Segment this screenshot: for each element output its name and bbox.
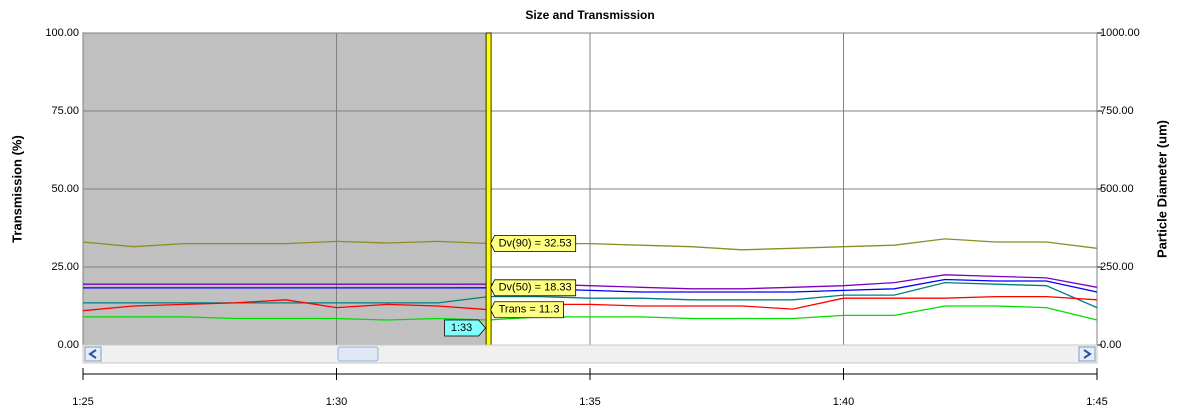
annotation: Dv(50) = 18.33 xyxy=(490,279,577,297)
series-line xyxy=(83,281,1098,309)
annotation: Trans = 11.3 xyxy=(490,301,564,319)
x-tick-label: 1:35 xyxy=(579,396,600,408)
y2-tick-label: 1000.00 xyxy=(1100,27,1140,39)
y2-tick-label: 750.00 xyxy=(1100,105,1134,117)
y2-tick-label: 0.00 xyxy=(1100,339,1121,351)
annotation-label: Dv(90) = 32.53 xyxy=(499,237,572,249)
series-line xyxy=(83,305,1098,321)
x-tick-label: 1:30 xyxy=(326,396,347,408)
scrollbar-track xyxy=(82,344,1098,364)
annotation: Dv(90) = 32.53 xyxy=(490,235,577,252)
scroll-left-button[interactable] xyxy=(84,346,102,362)
series-line xyxy=(82,295,1098,312)
annotation-label: Trans = 11.3 xyxy=(499,304,560,316)
annotation-box xyxy=(490,235,577,252)
y-tick-label: 50.00 xyxy=(51,183,79,195)
scroll-right-button[interactable] xyxy=(1078,346,1096,362)
x-tick-label: 1:40 xyxy=(833,396,854,408)
y-axis-title: Transmission (%) xyxy=(9,135,24,243)
cursor-tag-box xyxy=(444,319,487,337)
y2-axis-title: Particle Diameter (um) xyxy=(1154,120,1169,258)
cursor-tag: 1:33 xyxy=(444,319,487,337)
y-tick-label: 100.00 xyxy=(45,27,79,39)
cursor-line xyxy=(485,32,492,346)
annotation-box xyxy=(490,301,564,319)
series-line xyxy=(82,238,1098,251)
series-line xyxy=(83,278,1098,293)
y-tick-label: 25.00 xyxy=(51,261,79,273)
y2-tick-label: 500.00 xyxy=(1100,183,1134,195)
arrow xyxy=(1083,349,1092,359)
arrow xyxy=(88,349,97,359)
scroll-thumb[interactable] xyxy=(337,346,379,362)
y-tick-label: 75.00 xyxy=(51,105,79,117)
cursor-tag-label: 1:33 xyxy=(451,322,472,334)
annotation-label: Dv(50) = 18.33 xyxy=(499,282,572,294)
chart-title: Size and Transmission xyxy=(525,8,654,22)
x-tick-label: 1:25 xyxy=(72,396,93,408)
x-tick-label: 1:45 xyxy=(1086,396,1107,408)
y-tick-label: 0.00 xyxy=(58,339,79,351)
annotation-box xyxy=(490,279,577,297)
series-line xyxy=(83,274,1098,290)
y2-tick-label: 250.00 xyxy=(1100,261,1134,273)
